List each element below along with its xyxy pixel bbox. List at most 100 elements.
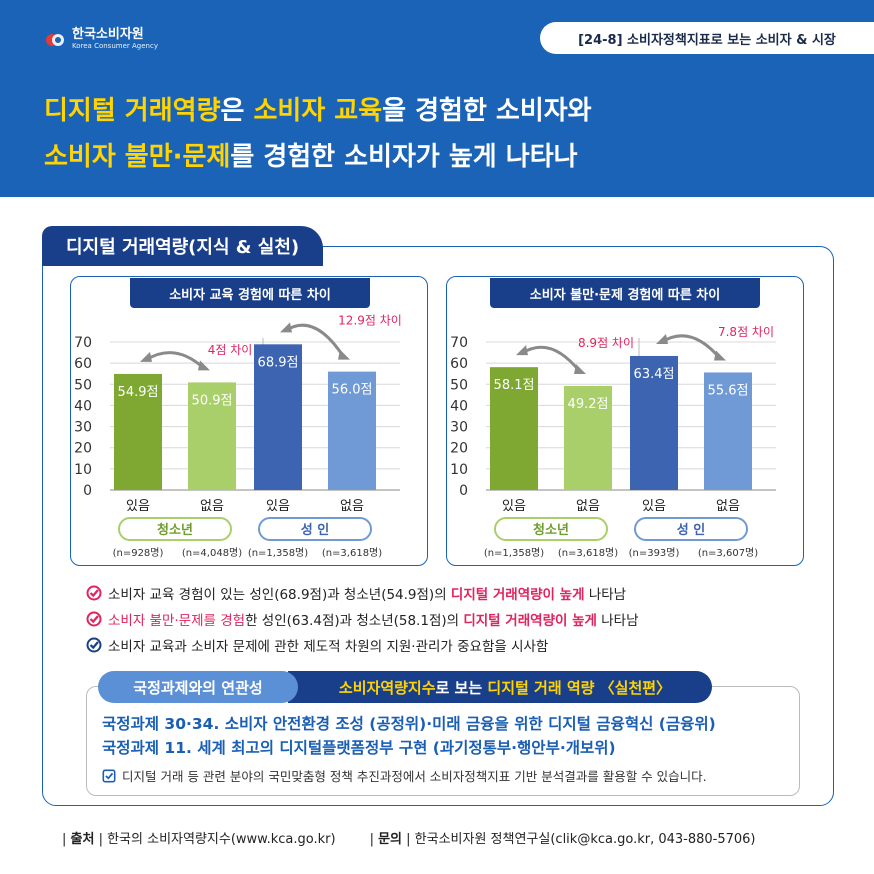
arrow-head bbox=[516, 345, 528, 356]
footer-source: | 출처 | 한국의 소비자역량지수(www.kca.go.kr) bbox=[62, 832, 336, 847]
logo-korean: 한국소비자원 bbox=[72, 27, 144, 42]
x-tick-label: 있음 bbox=[502, 499, 526, 514]
footer-contact-label: 문의 bbox=[378, 832, 402, 847]
diff-arrow bbox=[661, 334, 722, 360]
headline-text-2: 을 경험한 소비자와 bbox=[382, 96, 592, 126]
bar bbox=[564, 385, 612, 490]
bar-value-label: 49.2점 bbox=[568, 397, 609, 412]
diff-label: 7.8점 차이 bbox=[718, 325, 774, 339]
logo-english: Korea Consumer Agency bbox=[72, 42, 158, 50]
chart-box-complaint bbox=[446, 276, 804, 566]
footer-source-text: 한국의 소비자역량지수(www.kca.go.kr) bbox=[107, 832, 336, 847]
bar bbox=[630, 355, 678, 490]
headline-text-3: 를 경험한 소비자가 높게 나타나 bbox=[230, 142, 578, 172]
policy-note: 디지털 거래 등 관련 분야의 국민맞춤형 정책 추진과정에서 소비자정책지표 … bbox=[102, 766, 707, 785]
findings-list: 소비자 교육 경험이 있는 성인(68.9점)과 청소년(54.9점)의 디지털… bbox=[86, 580, 639, 658]
sample-size-label: (n=4,048명) bbox=[182, 547, 242, 559]
group-pill bbox=[258, 517, 372, 541]
headline-text-1: 은 bbox=[220, 96, 254, 126]
chart-title-complaint: 소비자 불만·문제 경험에 따른 차이 bbox=[490, 278, 760, 308]
diff-label: 12.9점 차이 bbox=[338, 313, 402, 327]
sample-size-label: (n=928명) bbox=[113, 547, 164, 559]
relation-title-highlight: 디지털 거래 역량 〈실천편〉 bbox=[487, 678, 672, 697]
footer-contact-text: 한국소비자원 정책연구실(clik@kca.go.kr, 043-880-570… bbox=[414, 832, 756, 847]
main-panel bbox=[42, 246, 834, 806]
bar-value-label: 68.9점 bbox=[258, 355, 299, 370]
finding-text: 한 성인(63.4점)과 청소년(58.1점)의 bbox=[245, 613, 464, 629]
policy-tasks: 국정과제 30·34. 소비자 안전환경 조성 (공정위)·미래 금융을 위한 … bbox=[102, 712, 716, 760]
y-tick-label: 10 bbox=[74, 462, 92, 478]
y-tick-label: 20 bbox=[450, 441, 468, 457]
checkbox-icon bbox=[102, 769, 116, 782]
group-label: 청소년 bbox=[533, 522, 569, 538]
chart-box-education bbox=[70, 276, 428, 566]
bar-value-label: 58.1점 bbox=[494, 378, 535, 393]
finding-item-3: 소비자 교육과 소비자 문제에 관한 제도적 차원의 지원·관리가 중요함을 시… bbox=[86, 632, 639, 658]
y-tick-label: 0 bbox=[459, 483, 468, 499]
finding-text: 나타남 bbox=[596, 613, 639, 629]
finding-emphasis: 디지털 거래역량이 높게 bbox=[463, 613, 597, 629]
y-tick-label: 30 bbox=[74, 420, 92, 436]
bar-value-label: 56.0점 bbox=[332, 383, 373, 398]
relation-title: 소비자역량지수로 보는 디지털 거래 역량 〈실천편〉 bbox=[288, 671, 712, 703]
sample-size-label: (n=1,358명) bbox=[248, 547, 308, 559]
y-tick-label: 40 bbox=[450, 398, 468, 414]
headline-highlight-2: 소비자 교육 bbox=[253, 96, 383, 126]
bar bbox=[490, 367, 538, 490]
arrow-head bbox=[140, 351, 152, 362]
arrow-head bbox=[280, 322, 292, 333]
y-tick-label: 60 bbox=[450, 356, 468, 372]
y-tick-label: 30 bbox=[450, 420, 468, 436]
arrow-head bbox=[656, 333, 668, 344]
group-pill bbox=[634, 517, 748, 541]
diff-label: 4점 차이 bbox=[208, 343, 253, 357]
chart-title-education: 소비자 교육 경험에 따른 차이 bbox=[130, 278, 370, 308]
y-tick-label: 50 bbox=[450, 377, 468, 393]
series-tag: [24-8] 소비자정책지표로 보는 소비자 & 시장 bbox=[540, 22, 874, 54]
x-tick-label: 있음 bbox=[266, 499, 290, 514]
x-tick-label: 없음 bbox=[576, 499, 600, 514]
diff-arrow bbox=[285, 323, 346, 359]
headline-highlight-1: 디지털 거래역량 bbox=[44, 96, 221, 126]
header-banner: 한국소비자원 Korea Consumer Agency [24-8] 소비자정… bbox=[0, 0, 874, 197]
footer-contact: | 문의 | 한국소비자원 정책연구실(clik@kca.go.kr, 043-… bbox=[369, 832, 756, 847]
x-tick-label: 있음 bbox=[126, 499, 150, 514]
headline: 디지털 거래역량은 소비자 교육을 경험한 소비자와 소비자 불만·문제를 경험… bbox=[44, 88, 592, 180]
y-tick-label: 50 bbox=[74, 377, 92, 393]
relation-title-text: 로 보는 bbox=[435, 678, 488, 697]
y-tick-label: 60 bbox=[74, 356, 92, 372]
kca-logo-icon bbox=[46, 33, 64, 46]
relation-label: 국정과제와의 연관성 bbox=[98, 671, 298, 703]
finding-emphasis: 소비자 불만·문제를 경험 bbox=[108, 613, 246, 629]
group-label: 성 인 bbox=[677, 522, 705, 538]
arrow-head bbox=[198, 360, 210, 371]
bar bbox=[328, 371, 376, 490]
footer: | 출처 | 한국의 소비자역량지수(www.kca.go.kr) | 문의 |… bbox=[62, 828, 756, 847]
x-tick-label: 있음 bbox=[642, 499, 666, 514]
finding-text: 소비자 교육과 소비자 문제에 관한 제도적 차원의 지원·관리가 중요함을 시… bbox=[108, 639, 549, 655]
y-tick-label: 40 bbox=[74, 398, 92, 414]
bar bbox=[188, 382, 236, 490]
finding-text: 소비자 교육 경험이 있는 성인(68.9점)과 청소년(54.9점)의 bbox=[108, 587, 451, 603]
y-tick-label: 70 bbox=[74, 335, 92, 351]
group-label: 청소년 bbox=[157, 522, 193, 538]
bar-value-label: 63.4점 bbox=[634, 367, 675, 382]
panel-title: 디지털 거래역량(지식 & 실천) bbox=[42, 226, 324, 266]
sample-size-label: (n=3,618명) bbox=[558, 547, 618, 559]
y-tick-label: 10 bbox=[450, 462, 468, 478]
arrow-head bbox=[574, 363, 586, 374]
group-pill bbox=[118, 517, 232, 541]
x-tick-label: 없음 bbox=[200, 499, 224, 514]
y-tick-label: 20 bbox=[74, 441, 92, 457]
sample-size-label: (n=1,358명) bbox=[484, 547, 544, 559]
y-tick-label: 0 bbox=[83, 483, 92, 499]
check-circle-icon bbox=[86, 637, 102, 653]
sample-size-label: (n=3,618명) bbox=[322, 547, 382, 559]
policy-task-2: 국정과제 11. 세계 최고의 디지털플랫폼정부 구현 (과기정통부·행안부·개… bbox=[102, 739, 616, 757]
check-circle-icon bbox=[86, 585, 102, 601]
finding-text: 나타남 bbox=[584, 587, 627, 603]
policy-note-text: 디지털 거래 등 관련 분야의 국민맞춤형 정책 추진과정에서 소비자정책지표 … bbox=[122, 769, 707, 784]
logo: 한국소비자원 Korea Consumer Agency bbox=[44, 28, 158, 51]
